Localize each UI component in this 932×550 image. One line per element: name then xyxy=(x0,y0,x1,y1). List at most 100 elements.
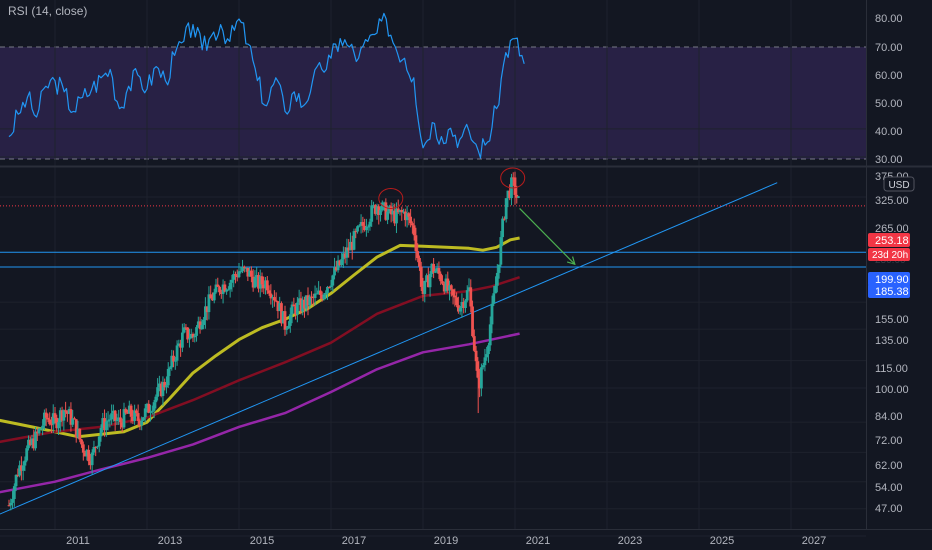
year-label: 2015 xyxy=(250,535,274,547)
candle-body xyxy=(214,284,218,293)
candle-body xyxy=(299,298,303,312)
candle-body xyxy=(138,420,142,426)
year-label: 2021 xyxy=(526,535,550,547)
candle-body xyxy=(354,231,358,233)
grid xyxy=(0,0,866,537)
candle-body xyxy=(41,425,45,429)
candle-body xyxy=(271,297,275,299)
candle-body xyxy=(35,431,39,434)
candle-body xyxy=(53,413,57,418)
candle-body xyxy=(67,409,71,414)
candle-body xyxy=(370,205,374,222)
rsi-overbought-oversold-band xyxy=(0,47,866,159)
candle-body xyxy=(172,355,175,362)
candle-body xyxy=(85,449,89,457)
candle-body xyxy=(391,210,395,215)
horizontal-levels[interactable] xyxy=(0,205,866,268)
candle-body xyxy=(94,446,98,448)
candle-body xyxy=(78,428,82,440)
year-label: 2025 xyxy=(710,535,734,547)
candle-body xyxy=(444,278,448,292)
rsi-tick-label: 80.00 xyxy=(875,13,903,25)
candle-body xyxy=(278,303,282,312)
panel-separators xyxy=(0,0,932,530)
candle-body xyxy=(248,270,252,277)
candle-body xyxy=(173,360,177,362)
candle-body xyxy=(465,290,469,301)
countdown-label: 23d 20h xyxy=(872,250,908,261)
candle-body xyxy=(57,422,60,429)
candle-body xyxy=(145,403,149,409)
candle-body xyxy=(142,417,145,421)
candle-body xyxy=(287,325,290,329)
candle-body xyxy=(120,422,124,428)
candle-body xyxy=(352,231,356,250)
candle-body xyxy=(152,402,156,411)
trendline[interactable] xyxy=(0,182,778,520)
candle-body xyxy=(377,206,381,215)
candle-body xyxy=(143,408,147,418)
candle-body xyxy=(356,226,359,232)
candle-body xyxy=(446,278,450,291)
candle-body xyxy=(205,306,209,313)
candle-body xyxy=(400,209,404,213)
candle-body xyxy=(18,465,22,476)
candle-body xyxy=(32,438,36,449)
candle-body xyxy=(379,210,382,215)
candle-body xyxy=(168,367,172,369)
candle-body xyxy=(456,305,460,312)
candle-body xyxy=(241,266,244,272)
candle-body xyxy=(30,438,34,445)
candle-body xyxy=(209,294,213,299)
candle-body xyxy=(363,225,367,231)
candle-body xyxy=(483,357,487,366)
candle-body xyxy=(304,295,308,309)
rsi-line-path xyxy=(8,12,525,159)
candle-body xyxy=(402,211,405,213)
candle-body xyxy=(198,321,202,330)
candle-body xyxy=(469,287,473,307)
year-label: 2013 xyxy=(158,535,182,547)
candle-body xyxy=(23,460,27,466)
candle-body xyxy=(71,418,75,425)
annotations[interactable] xyxy=(378,167,576,266)
candle-body xyxy=(274,300,278,302)
candle-body xyxy=(478,377,482,389)
candle-body xyxy=(235,275,239,278)
currency-button[interactable]: USD xyxy=(883,176,915,192)
last-price-badge: 230.00 253.18 23d 20h xyxy=(868,233,910,266)
candle-body xyxy=(375,206,379,214)
candle-body xyxy=(269,293,273,299)
candle-body xyxy=(191,333,195,338)
candle-body xyxy=(281,311,285,324)
candle-body xyxy=(237,271,241,278)
year-label: 2017 xyxy=(342,535,366,547)
candle-body xyxy=(340,259,344,266)
candle-body xyxy=(257,275,260,289)
candle-body xyxy=(322,294,326,300)
candle-body xyxy=(331,275,335,286)
candle-body xyxy=(12,486,16,500)
candle-body xyxy=(186,327,190,340)
candle-body xyxy=(218,286,221,293)
candle-body xyxy=(166,368,170,386)
candle-body xyxy=(407,213,411,217)
candle-body xyxy=(225,289,229,292)
year-label: 2027 xyxy=(802,535,826,547)
candle-body xyxy=(50,424,53,426)
candle-body xyxy=(134,410,138,414)
candle-body xyxy=(350,241,354,250)
candle-body xyxy=(508,190,512,199)
year-label: 2011 xyxy=(66,535,90,547)
candle-body xyxy=(441,281,444,284)
candle-body xyxy=(104,421,108,431)
projection-arrow-head xyxy=(566,256,576,266)
candle-body xyxy=(131,416,135,421)
candle-body xyxy=(313,293,317,299)
price-tick-label: 115.00 xyxy=(875,363,908,375)
candle-body xyxy=(416,251,420,259)
candle-body xyxy=(495,272,499,286)
candle-body xyxy=(251,276,255,288)
candle-body xyxy=(333,267,336,276)
